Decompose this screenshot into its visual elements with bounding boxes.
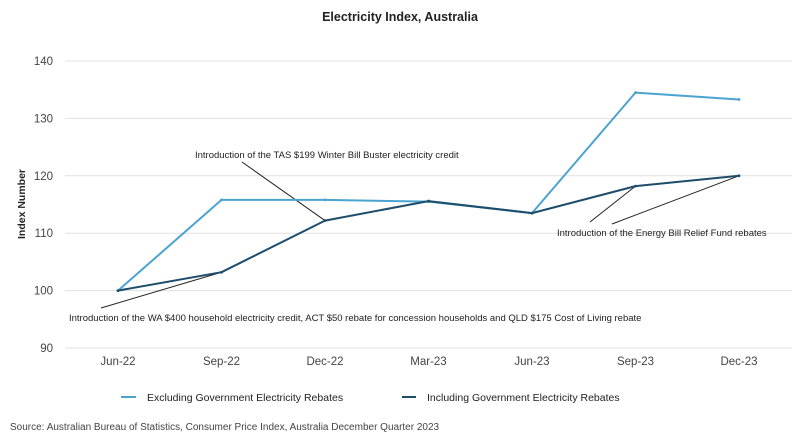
annotation-tas: Introduction of the TAS $199 Winter Bill… [195, 150, 459, 161]
gridlines [65, 60, 792, 349]
data-point [634, 184, 637, 188]
data-point [323, 198, 327, 202]
data-point [116, 289, 120, 292]
x-tick-label: Dec-23 [720, 356, 757, 368]
x-tick-label: Jun-23 [514, 356, 549, 368]
legend-label-excluding: Excluding Government Electricity Rebates [147, 392, 343, 404]
annotation-leader-2 [611, 175, 740, 225]
y-axis-ticks: 90 100 110 120 130 140 [34, 56, 53, 355]
annotation-leader-3 [100, 271, 222, 309]
source-note: Source: Australian Bureau of Statistics,… [10, 422, 440, 433]
y-axis-label: Index Number [16, 169, 28, 239]
x-tick-label: Sep-22 [203, 356, 240, 368]
annotation-leaders [100, 161, 740, 309]
annotation-leader-1 [589, 185, 636, 223]
legend: Excluding Government Electricity Rebates… [121, 392, 620, 404]
annotation-wa-act-qld: Introduction of the WA $400 household el… [69, 313, 641, 324]
annotation-energy-bill-relief: Introduction of the Energy Bill Relief F… [557, 228, 767, 239]
x-tick-label: Sep-23 [617, 356, 654, 368]
legend-label-including: Including Government Electricity Rebates [427, 392, 620, 404]
data-point [737, 98, 741, 101]
data-point [530, 211, 534, 215]
data-point [737, 174, 741, 178]
y-tick-label: 120 [34, 171, 53, 183]
x-axis-ticks: Jun-22 Sep-22 Dec-22 Mar-23 Jun-23 Sep-23 Dec-… [100, 356, 757, 368]
x-tick-label: Dec-22 [306, 356, 343, 368]
data-point [634, 91, 637, 94]
data-point [323, 219, 327, 222]
y-tick-label: 110 [35, 228, 53, 240]
data-point [220, 270, 223, 274]
data-point [220, 198, 223, 202]
y-tick-label: 140 [34, 56, 53, 68]
y-tick-label: 90 [40, 343, 53, 355]
y-tick-label: 100 [34, 286, 53, 298]
x-tick-label: Jun-22 [100, 356, 135, 368]
x-tick-label: Mar-23 [410, 356, 446, 368]
series-line-excluding [117, 91, 740, 292]
data-point [427, 199, 430, 203]
y-tick-label: 130 [34, 113, 53, 125]
series-lines [116, 91, 741, 292]
annotation-leader-0 [241, 161, 326, 221]
chart-title: Electricity Index, Australia [322, 10, 479, 24]
